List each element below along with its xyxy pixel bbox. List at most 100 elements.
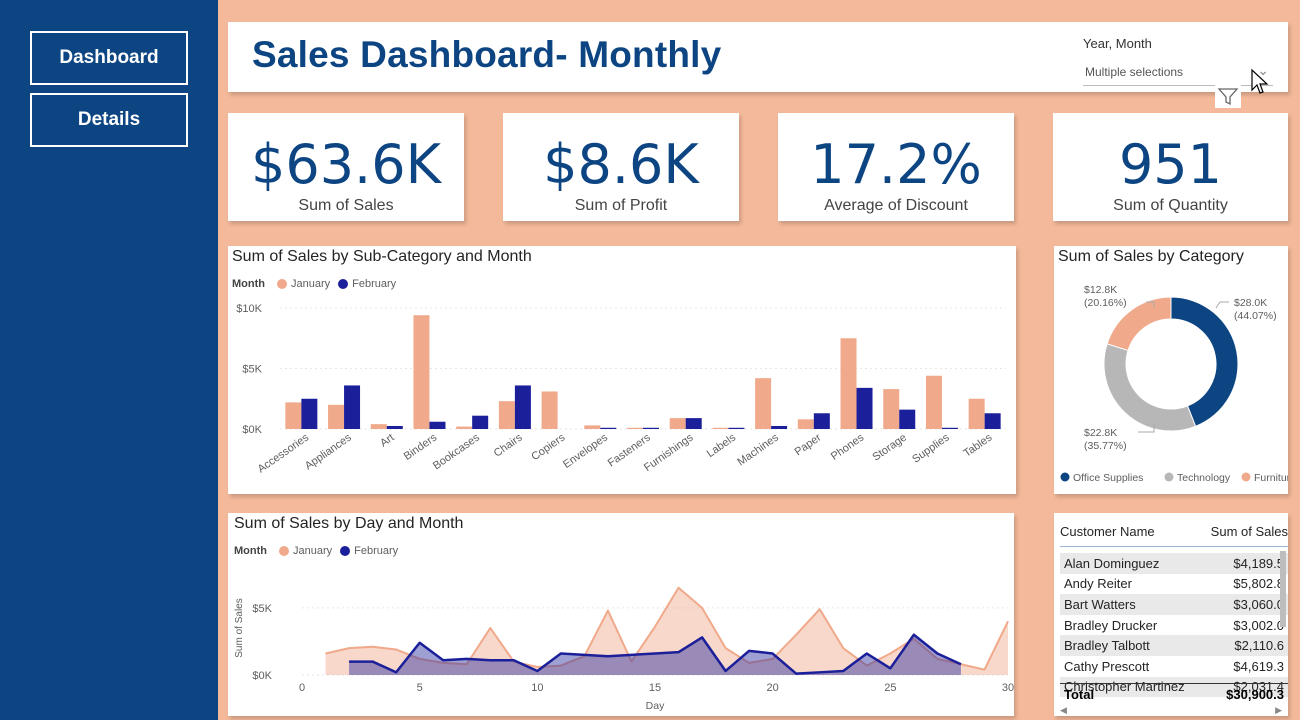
sales-cell: $3,002.0 xyxy=(1233,617,1284,633)
kpi-value: 951 xyxy=(1118,133,1223,196)
kpi-value: $63.6K xyxy=(250,133,441,196)
table-row[interactable]: Bart Watters $3,060.0 xyxy=(1060,594,1288,615)
filter-icon[interactable] xyxy=(1215,84,1241,108)
legend-title: Month xyxy=(234,545,267,557)
category-donut-chart-card[interactable]: Sum of Sales by Category $28.0K (44.07%) $… xyxy=(1054,246,1288,494)
bar-february xyxy=(600,427,617,429)
donut-chart-svg: $28.0K(44.07%) $22.8K(35.77%) $12.8K(20.16… xyxy=(1060,284,1288,484)
bar-january xyxy=(541,391,558,429)
details-nav-button[interactable]: Details xyxy=(30,93,188,147)
x-tick-label: 10 xyxy=(531,682,543,694)
bar-february xyxy=(813,413,830,429)
bar-february xyxy=(771,425,788,429)
customer-name-cell: Cathy Prescott xyxy=(1064,658,1150,674)
bar-january xyxy=(925,375,942,429)
report-canvas: Sales Dashboard- Monthly Year, Month Mul… xyxy=(218,0,1300,720)
donut-slice-technology xyxy=(1103,343,1197,432)
bar-february xyxy=(643,427,659,429)
x-tick-label: Machines xyxy=(735,431,781,468)
dashboard-nav-button[interactable]: Dashboard xyxy=(30,31,188,85)
table-vertical-scrollbar[interactable] xyxy=(1280,551,1286,627)
y-tick-label: $0K xyxy=(242,424,262,436)
total-value: $30,900.3 xyxy=(1226,687,1284,702)
chart-legend: Month January February xyxy=(234,545,398,557)
y-tick-label: $5K xyxy=(242,364,262,376)
bar-february xyxy=(301,398,318,429)
bar-february xyxy=(728,427,745,429)
line-february xyxy=(349,633,962,675)
bar-february xyxy=(472,415,489,429)
y-axis-title: Sum of Sales xyxy=(234,598,245,657)
header-card: Sales Dashboard- Monthly Year, Month Mul… xyxy=(228,22,1288,108)
donut-percent-label: (20.16%) xyxy=(1084,297,1127,309)
sales-cell: $5,802.8 xyxy=(1233,576,1284,592)
donut-leader-line xyxy=(1146,301,1155,308)
x-tick-label: Envelopes xyxy=(561,431,610,471)
donut-slice-furniture xyxy=(1106,296,1172,352)
customer-table-card[interactable]: Customer Name Sum of Sales Alan Domingue… xyxy=(1054,513,1288,716)
bar-january xyxy=(584,425,601,429)
year-month-slicer[interactable]: Multiple selections ⌄ xyxy=(1083,60,1273,86)
donut-slice-office-supplies xyxy=(1170,296,1239,427)
y-tick-label: $0K xyxy=(252,670,272,682)
sidebar-nav: Dashboard Details xyxy=(0,0,218,720)
donut-value-label: $28.0K xyxy=(1234,297,1267,309)
col-header-sum-of-sales[interactable]: Sum of Sales xyxy=(1210,524,1288,539)
chevron-down-icon[interactable]: ⌄ xyxy=(1257,62,1269,78)
scroll-left-icon[interactable]: ◀ xyxy=(1060,705,1067,715)
bar-january xyxy=(968,398,985,429)
bar-february xyxy=(514,385,531,429)
x-tick-label: Tables xyxy=(961,431,994,459)
area-chart-svg: $0K $5K 0 5 10 15 20 25 30 Day Sum of Sales xyxy=(234,586,1014,712)
chart-legend: Month January February xyxy=(232,278,396,290)
table-header: Customer Name Sum of Sales xyxy=(1060,517,1288,547)
scroll-right-icon[interactable]: ▶ xyxy=(1275,705,1282,715)
x-tick-label: Binders xyxy=(402,431,440,463)
legend-label: Furniture xyxy=(1254,472,1288,484)
bar-january xyxy=(883,389,900,429)
x-tick-label: 0 xyxy=(299,682,305,694)
bar-january xyxy=(456,426,473,429)
y-tick-label: $10K xyxy=(236,303,262,315)
table-total-row: Total $30,900.3 xyxy=(1060,683,1288,702)
table-row[interactable]: Alan Dominguez $4,189.5 xyxy=(1060,553,1288,574)
chart-title: Sum of Sales by Day and Month xyxy=(234,515,464,532)
customer-table: Customer Name Sum of Sales Alan Domingue… xyxy=(1060,517,1288,698)
table-row[interactable]: Cathy Prescott $4,619.3 xyxy=(1060,656,1288,677)
table-row[interactable]: Bradley Talbott $2,110.6 xyxy=(1060,635,1288,656)
slicer-label: Year, Month xyxy=(1083,36,1152,51)
donut-percent-label: (35.77%) xyxy=(1084,440,1127,452)
total-label: Total xyxy=(1064,687,1095,702)
x-tick-label: Phones xyxy=(829,431,867,463)
bar-january xyxy=(797,419,814,429)
customer-name-cell: Bradley Drucker xyxy=(1064,617,1158,633)
bar-february xyxy=(386,425,403,429)
x-tick-label: Accessories xyxy=(256,431,312,475)
col-header-customer-name[interactable]: Customer Name xyxy=(1060,524,1155,539)
table-row[interactable]: Bradley Drucker $3,002.0 xyxy=(1060,615,1288,636)
day-area-chart-card[interactable]: Sum of Sales by Day and Month Month Janu… xyxy=(228,513,1014,716)
legend-swatch xyxy=(1060,472,1070,482)
kpi-label: Sum of Profit xyxy=(574,197,668,214)
bar-january xyxy=(413,315,430,429)
kpi-card-sales: $63.6K Sum of Sales xyxy=(228,113,464,221)
sales-cell: $2,110.6 xyxy=(1234,638,1284,654)
subcategory-bar-chart-card[interactable]: Sum of Sales by Sub-Category and Month M… xyxy=(228,246,1016,494)
bar-january xyxy=(498,401,515,429)
kpi-label: Sum of Quantity xyxy=(1113,197,1228,214)
bar-january xyxy=(755,378,772,429)
legend-swatch xyxy=(1241,472,1251,482)
x-tick-label: Paper xyxy=(793,431,824,458)
legend-swatch xyxy=(1164,472,1174,482)
table-row[interactable]: Andy Reiter $5,802.8 xyxy=(1060,574,1288,595)
x-axis-title: Day xyxy=(646,700,665,712)
donut-leader-line xyxy=(1138,424,1155,433)
x-tick-label: Storage xyxy=(871,432,909,464)
bar-february xyxy=(899,409,916,429)
y-tick-label: $5K xyxy=(252,603,272,615)
table-horizontal-scrollbar[interactable]: ◀ ▶ xyxy=(1060,705,1282,715)
legend-january: January xyxy=(290,278,331,290)
legend-label: Office Supplies xyxy=(1073,472,1143,484)
kpi-label: Average of Discount xyxy=(824,197,968,214)
